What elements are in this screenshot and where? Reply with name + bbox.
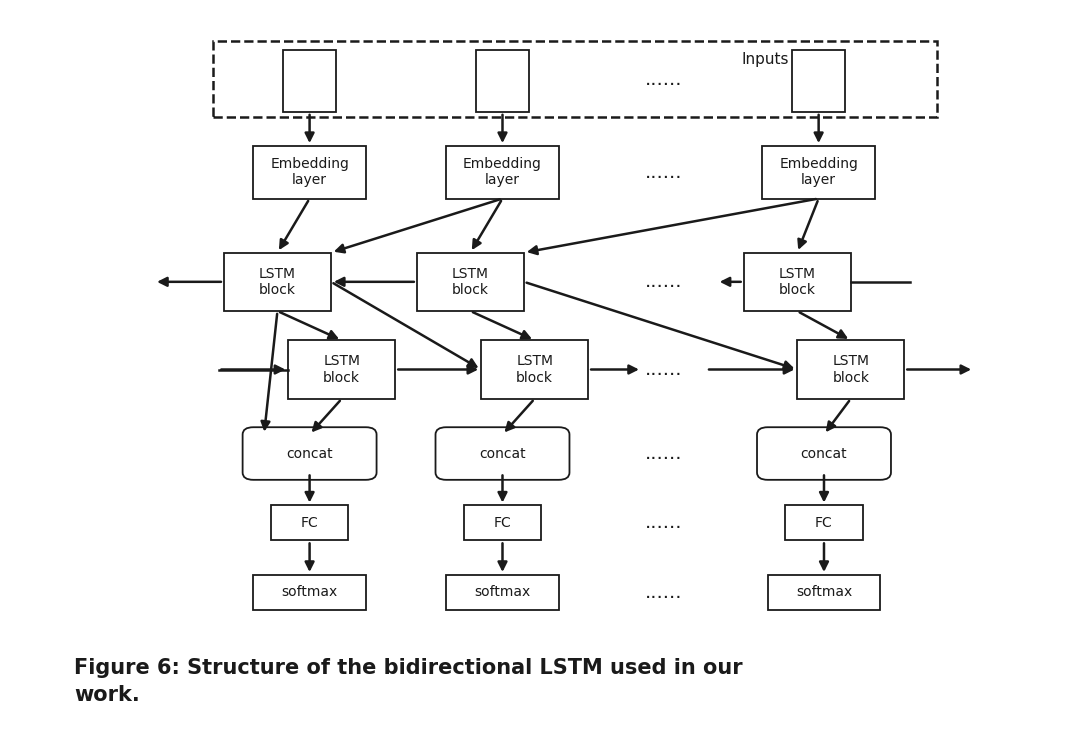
FancyBboxPatch shape	[481, 340, 589, 399]
FancyBboxPatch shape	[475, 50, 529, 112]
Text: Embedding
layer: Embedding layer	[270, 157, 349, 187]
FancyBboxPatch shape	[446, 146, 558, 199]
Text: LSTM
block: LSTM block	[451, 267, 489, 297]
Text: concat: concat	[800, 446, 848, 460]
FancyBboxPatch shape	[283, 50, 336, 112]
FancyBboxPatch shape	[768, 575, 880, 610]
Text: FC: FC	[494, 516, 511, 530]
FancyBboxPatch shape	[243, 427, 377, 480]
Text: LSTM
block: LSTM block	[323, 355, 361, 384]
Text: ......: ......	[645, 70, 681, 89]
Text: concat: concat	[286, 446, 333, 460]
Text: Embedding
layer: Embedding layer	[779, 157, 859, 187]
FancyBboxPatch shape	[224, 253, 332, 311]
FancyBboxPatch shape	[417, 253, 524, 311]
Text: softmax: softmax	[474, 585, 530, 599]
FancyBboxPatch shape	[446, 575, 558, 610]
Text: FC: FC	[815, 516, 833, 530]
Text: LSTM
block: LSTM block	[516, 355, 553, 384]
Text: concat: concat	[480, 446, 526, 460]
FancyBboxPatch shape	[797, 340, 904, 399]
Text: Embedding
layer: Embedding layer	[463, 157, 542, 187]
FancyBboxPatch shape	[785, 505, 863, 540]
Text: ......: ......	[645, 514, 681, 532]
Text: softmax: softmax	[796, 585, 852, 599]
FancyBboxPatch shape	[744, 253, 851, 311]
Text: Inputs: Inputs	[741, 52, 788, 67]
Text: LSTM
block: LSTM block	[259, 267, 296, 297]
FancyBboxPatch shape	[464, 505, 541, 540]
FancyBboxPatch shape	[254, 146, 366, 199]
FancyBboxPatch shape	[271, 505, 348, 540]
Text: ......: ......	[645, 444, 681, 463]
FancyBboxPatch shape	[762, 146, 875, 199]
FancyBboxPatch shape	[254, 575, 366, 610]
Text: FC: FC	[300, 516, 319, 530]
Text: softmax: softmax	[282, 585, 338, 599]
Text: LSTM
block: LSTM block	[779, 267, 815, 297]
FancyBboxPatch shape	[757, 427, 891, 480]
Text: Figure 6: Structure of the bidirectional LSTM used in our
work.: Figure 6: Structure of the bidirectional…	[73, 658, 742, 704]
FancyBboxPatch shape	[288, 340, 395, 399]
FancyBboxPatch shape	[435, 427, 569, 480]
Text: LSTM
block: LSTM block	[833, 355, 869, 384]
Text: ......: ......	[645, 163, 681, 182]
Text: ......: ......	[645, 360, 681, 379]
Text: ......: ......	[645, 272, 681, 291]
FancyBboxPatch shape	[792, 50, 846, 112]
Text: ......: ......	[645, 583, 681, 602]
